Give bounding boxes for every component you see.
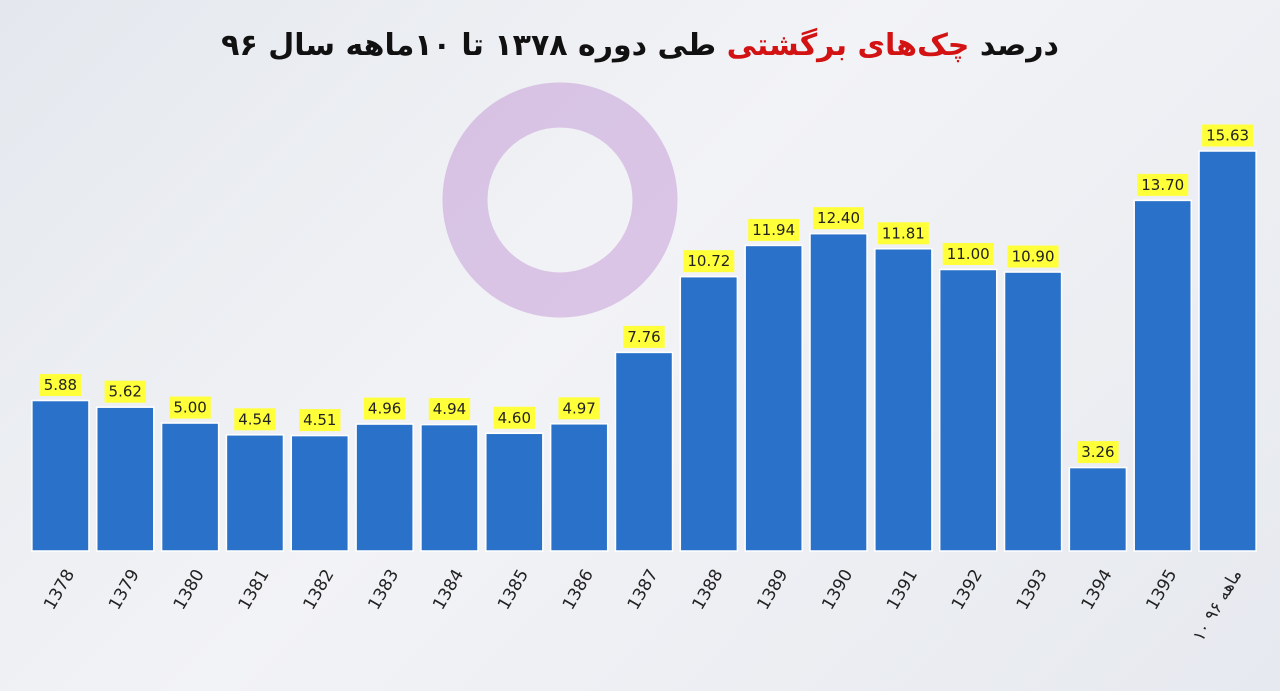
bar bbox=[549, 423, 609, 552]
x-tick-label: 1382 bbox=[299, 566, 338, 613]
value-label-bg bbox=[299, 409, 341, 432]
value-label-bg bbox=[1137, 173, 1189, 196]
value-label: 4.94 bbox=[433, 400, 466, 418]
bar bbox=[31, 399, 90, 552]
bar bbox=[1133, 199, 1193, 552]
bar bbox=[744, 244, 803, 552]
value-label: 10.90 bbox=[1012, 248, 1055, 266]
bar bbox=[1198, 150, 1257, 552]
value-label: 10.72 bbox=[687, 252, 730, 270]
bar bbox=[614, 351, 674, 552]
value-label: 4.51 bbox=[303, 411, 336, 429]
value-label: 7.76 bbox=[627, 328, 660, 346]
value-label-bg bbox=[39, 374, 82, 397]
value-label-bg bbox=[558, 397, 600, 420]
bar bbox=[225, 434, 285, 552]
value-label-bg bbox=[104, 380, 146, 403]
x-tick-label: 1395 bbox=[1142, 566, 1181, 613]
bar bbox=[420, 423, 479, 552]
x-tick-label: 1388 bbox=[689, 566, 728, 613]
value-label-bg bbox=[683, 250, 735, 273]
bar bbox=[485, 432, 544, 552]
value-label-bg bbox=[428, 398, 471, 421]
value-label-bg bbox=[1202, 124, 1254, 147]
x-tick-label: 1392 bbox=[948, 566, 987, 613]
bar bbox=[1003, 271, 1063, 552]
bar bbox=[874, 248, 933, 552]
value-label: 15.63 bbox=[1206, 127, 1249, 145]
x-tick-label: 1378 bbox=[40, 566, 79, 613]
value-label: 3.26 bbox=[1081, 443, 1114, 461]
title-highlight: چک‌های برگشتی bbox=[726, 28, 970, 63]
value-label-bg bbox=[1007, 245, 1059, 268]
x-tick-label: 1394 bbox=[1078, 566, 1117, 613]
value-label-bg bbox=[169, 396, 211, 419]
value-label-bg bbox=[493, 406, 536, 429]
value-label: 11.81 bbox=[882, 224, 925, 242]
x-tick-label: 1381 bbox=[235, 566, 274, 613]
value-label-bg bbox=[942, 242, 994, 265]
bar bbox=[160, 422, 220, 552]
value-label-bg bbox=[623, 325, 665, 348]
value-label-bg bbox=[813, 207, 865, 230]
bar bbox=[679, 275, 739, 552]
watermark bbox=[442, 82, 678, 318]
x-tick-label: ۱۰ ماهه ۹۶ bbox=[1189, 566, 1246, 645]
value-label-bg bbox=[877, 222, 929, 245]
x-tick-label: 1385 bbox=[494, 566, 533, 613]
bar bbox=[1068, 466, 1128, 552]
value-label: 12.40 bbox=[817, 209, 860, 227]
x-tick-label: 1384 bbox=[429, 566, 468, 613]
x-tick-label: 1389 bbox=[753, 566, 792, 613]
bar bbox=[355, 423, 414, 552]
value-label: 13.70 bbox=[1141, 176, 1184, 194]
value-label-bg bbox=[748, 218, 800, 241]
x-tick-label: 1391 bbox=[883, 566, 922, 613]
value-label-bg bbox=[363, 397, 406, 420]
value-label: 11.94 bbox=[752, 221, 795, 239]
value-label: 4.54 bbox=[238, 410, 271, 428]
x-tick-label: 1390 bbox=[818, 566, 857, 613]
value-label: 5.62 bbox=[109, 383, 142, 401]
x-tick-label: 1386 bbox=[559, 566, 598, 613]
x-tick-label: 1379 bbox=[105, 566, 144, 613]
title-part: طی دوره ۱۳۷۸ تا ۱۰ماهه سال ۹۶ bbox=[221, 28, 717, 63]
x-tick-label: 1383 bbox=[364, 566, 403, 613]
bar bbox=[938, 268, 998, 552]
value-label: 4.97 bbox=[562, 399, 595, 417]
x-tick-label: 1387 bbox=[624, 566, 663, 613]
bar bbox=[290, 434, 350, 552]
value-label: 4.96 bbox=[368, 400, 401, 418]
chart-title: درصد چک‌های برگشتی طی دوره ۱۳۷۸ تا ۱۰ماه… bbox=[0, 28, 1280, 63]
value-label-bg bbox=[1077, 441, 1119, 464]
value-label: 5.88 bbox=[44, 376, 77, 394]
bar bbox=[809, 232, 868, 552]
value-label: 11.00 bbox=[947, 245, 990, 263]
value-label-bg bbox=[234, 408, 276, 431]
title-part: درصد bbox=[979, 28, 1059, 63]
value-label: 4.60 bbox=[498, 409, 531, 427]
x-tick-label: 1393 bbox=[1013, 566, 1052, 613]
bar bbox=[95, 406, 155, 552]
value-label: 5.00 bbox=[173, 399, 206, 417]
x-tick-label: 1380 bbox=[170, 566, 209, 613]
